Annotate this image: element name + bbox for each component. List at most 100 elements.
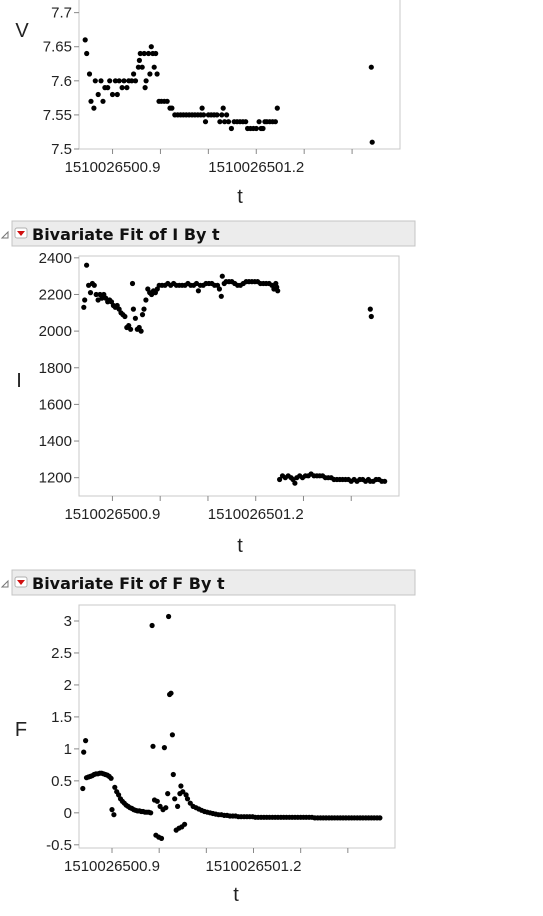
disclosure-triangle-icon[interactable] bbox=[0, 230, 9, 239]
data-point[interactable] bbox=[168, 690, 174, 696]
data-point[interactable] bbox=[92, 78, 98, 84]
data-point[interactable] bbox=[154, 798, 160, 804]
data-point[interactable] bbox=[195, 288, 201, 294]
data-point[interactable] bbox=[130, 306, 136, 312]
data-point[interactable] bbox=[201, 112, 207, 118]
data-point[interactable] bbox=[95, 91, 101, 98]
data-point[interactable] bbox=[219, 273, 225, 279]
data-point[interactable] bbox=[93, 291, 99, 298]
data-point[interactable] bbox=[151, 64, 157, 70]
data-point[interactable] bbox=[87, 290, 94, 296]
data-point[interactable] bbox=[149, 622, 155, 629]
data-point[interactable] bbox=[169, 105, 175, 111]
data-point[interactable] bbox=[222, 119, 228, 125]
data-point[interactable] bbox=[143, 78, 149, 84]
data-point[interactable] bbox=[166, 613, 172, 620]
data-point[interactable] bbox=[256, 119, 262, 125]
data-point[interactable] bbox=[111, 812, 117, 818]
data-point[interactable] bbox=[260, 125, 266, 132]
data-point[interactable] bbox=[164, 98, 170, 104]
data-point[interactable] bbox=[253, 125, 259, 132]
data-point[interactable] bbox=[132, 315, 138, 321]
data-point[interactable] bbox=[105, 85, 111, 91]
data-point[interactable] bbox=[243, 119, 249, 125]
data-point[interactable] bbox=[216, 286, 222, 292]
data-point[interactable] bbox=[129, 280, 136, 287]
data-point[interactable] bbox=[108, 775, 114, 781]
data-point[interactable] bbox=[292, 480, 298, 486]
data-point[interactable] bbox=[81, 304, 87, 310]
data-point[interactable] bbox=[274, 105, 280, 111]
data-point[interactable] bbox=[142, 85, 148, 91]
data-point[interactable] bbox=[382, 478, 388, 484]
data-point[interactable] bbox=[184, 796, 191, 802]
data-point[interactable] bbox=[225, 119, 232, 125]
data-point[interactable] bbox=[98, 78, 104, 84]
data-point[interactable] bbox=[277, 476, 283, 483]
data-point[interactable] bbox=[91, 105, 97, 111]
data-point[interactable] bbox=[131, 71, 137, 77]
data-point[interactable] bbox=[202, 119, 209, 125]
data-point[interactable] bbox=[139, 312, 146, 318]
data-point[interactable] bbox=[141, 50, 147, 57]
data-point[interactable] bbox=[218, 293, 224, 299]
data-point[interactable] bbox=[81, 749, 87, 755]
data-point[interactable] bbox=[180, 789, 186, 795]
data-point[interactable] bbox=[122, 313, 128, 320]
data-point[interactable] bbox=[135, 64, 141, 70]
data-point[interactable] bbox=[84, 262, 90, 268]
data-point[interactable] bbox=[169, 732, 175, 738]
data-point[interactable] bbox=[214, 112, 220, 118]
data-point[interactable] bbox=[138, 328, 144, 334]
data-point[interactable] bbox=[112, 784, 118, 790]
data-point[interactable] bbox=[148, 810, 154, 816]
data-point[interactable] bbox=[83, 738, 89, 744]
data-point[interactable] bbox=[183, 792, 189, 798]
data-point[interactable] bbox=[109, 91, 116, 98]
data-point[interactable] bbox=[136, 57, 142, 64]
data-point[interactable] bbox=[143, 297, 149, 303]
data-point[interactable] bbox=[219, 112, 225, 118]
data-point[interactable] bbox=[116, 78, 122, 84]
data-point[interactable] bbox=[158, 835, 165, 842]
data-point[interactable] bbox=[154, 71, 160, 77]
data-point[interactable] bbox=[129, 78, 135, 84]
data-point[interactable] bbox=[150, 743, 156, 749]
report-header-bar[interactable] bbox=[11, 569, 416, 596]
data-point[interactable] bbox=[88, 98, 94, 104]
data-point[interactable] bbox=[377, 815, 383, 821]
data-point[interactable] bbox=[100, 98, 106, 104]
data-point[interactable] bbox=[153, 50, 159, 57]
data-point[interactable] bbox=[119, 85, 125, 91]
data-point[interactable] bbox=[121, 78, 127, 84]
data-point[interactable] bbox=[107, 78, 113, 84]
report-header-bar[interactable] bbox=[11, 220, 416, 247]
data-point[interactable] bbox=[86, 71, 93, 77]
data-point[interactable] bbox=[217, 119, 223, 125]
data-point[interactable] bbox=[114, 91, 120, 98]
data-point[interactable] bbox=[124, 85, 130, 91]
data-point[interactable] bbox=[165, 791, 171, 797]
data-point[interactable] bbox=[112, 78, 118, 84]
data-point[interactable] bbox=[141, 306, 147, 312]
data-point[interactable] bbox=[367, 306, 373, 312]
data-point[interactable] bbox=[228, 125, 234, 132]
data-point[interactable] bbox=[139, 64, 145, 70]
data-point[interactable] bbox=[80, 785, 86, 792]
data-point[interactable] bbox=[128, 326, 134, 332]
data-point[interactable] bbox=[137, 50, 143, 57]
data-point[interactable] bbox=[82, 297, 88, 303]
data-point[interactable] bbox=[272, 119, 278, 125]
data-point[interactable] bbox=[82, 37, 88, 43]
data-point[interactable] bbox=[224, 112, 230, 118]
data-point[interactable] bbox=[368, 313, 374, 320]
data-point[interactable] bbox=[275, 288, 281, 294]
data-point[interactable] bbox=[368, 64, 374, 70]
data-point[interactable] bbox=[91, 282, 97, 288]
disclosure-triangle-icon[interactable] bbox=[0, 579, 9, 588]
data-point[interactable] bbox=[132, 78, 139, 84]
data-point[interactable] bbox=[178, 783, 184, 789]
data-point[interactable] bbox=[172, 796, 178, 802]
data-point[interactable] bbox=[182, 821, 188, 827]
data-point[interactable] bbox=[161, 745, 167, 751]
